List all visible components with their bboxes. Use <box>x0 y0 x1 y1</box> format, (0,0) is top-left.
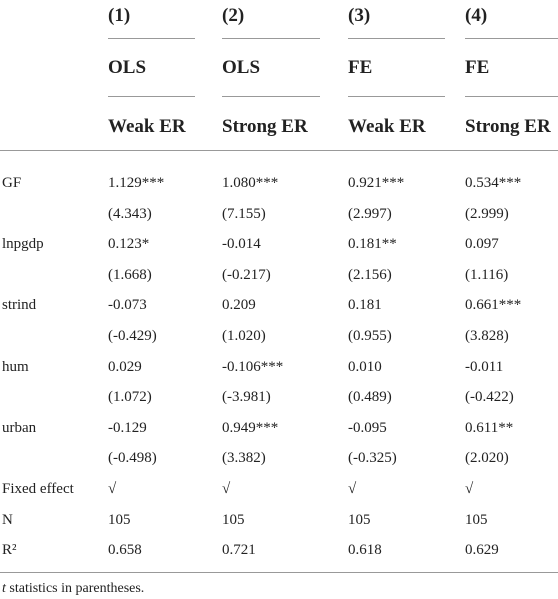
stat-value: 105 <box>108 511 131 528</box>
column-header: (4) <box>465 5 488 26</box>
coefficient: -0.129 <box>108 419 147 436</box>
stat-value: √ <box>222 481 231 497</box>
column-header: Strong ER <box>222 116 308 137</box>
column-header: Weak ER <box>108 116 186 137</box>
column-header: Weak ER <box>348 116 426 137</box>
row-label: lnpgdp <box>2 236 44 253</box>
coefficient: -0.073 <box>108 297 147 314</box>
coefficient: 0.209 <box>222 297 256 314</box>
header-rule <box>465 38 558 39</box>
stat-value: 0.658 <box>108 542 142 559</box>
stat-value: √ <box>348 481 357 497</box>
coefficient: 0.029 <box>108 358 142 375</box>
t-statistic: (-0.498) <box>108 450 157 467</box>
stat-value: 0.721 <box>222 542 256 559</box>
coefficient: 0.181 <box>348 297 382 314</box>
t-statistic: (2.999) <box>465 205 509 222</box>
coefficient: 0.949*** <box>222 419 279 436</box>
t-statistic: (-3.981) <box>222 389 271 406</box>
coefficient: 1.129*** <box>108 175 165 191</box>
row-label: GF <box>2 175 22 191</box>
t-statistic: (7.155) <box>222 205 266 222</box>
coefficient: 0.921*** <box>348 175 405 191</box>
header-rule <box>222 96 320 97</box>
stat-value: 0.629 <box>465 542 499 559</box>
row-label: N <box>2 511 13 528</box>
row-label: Fixed effect <box>2 481 74 497</box>
note-text: statistics in parentheses. <box>9 581 145 596</box>
t-statistic: (-0.325) <box>348 450 397 467</box>
t-statistic: (-0.429) <box>108 328 157 344</box>
stat-value: 105 <box>222 511 245 528</box>
note-variable: t <box>2 581 6 596</box>
t-statistic: (1.116) <box>465 266 509 283</box>
coefficient: 0.010 <box>348 358 382 375</box>
row-label: strind <box>2 297 37 314</box>
coefficient: 0.534*** <box>465 175 522 191</box>
table-rule <box>0 150 558 151</box>
column-header: FE <box>348 57 373 78</box>
coefficient: 0.181** <box>348 236 397 253</box>
coefficient: -0.095 <box>348 419 387 436</box>
coefficient: 0.611** <box>465 419 514 436</box>
stat-value: 105 <box>465 511 488 528</box>
coefficient: 0.123* <box>108 236 150 253</box>
t-statistic: (1.072) <box>108 389 152 406</box>
header-rule <box>465 96 558 97</box>
column-header: (1) <box>108 5 131 26</box>
coefficient: -0.106*** <box>222 358 284 375</box>
t-statistic: (2.997) <box>348 205 392 222</box>
t-statistic: (3.828) <box>465 328 509 344</box>
row-label: hum <box>2 358 29 375</box>
t-statistic: (-0.217) <box>222 266 271 283</box>
coefficient: 0.097 <box>465 236 499 253</box>
coefficient: -0.014 <box>222 236 261 253</box>
header-rule <box>222 38 320 39</box>
column-header: (2) <box>222 5 245 26</box>
header-rule <box>108 38 195 39</box>
stat-value: 105 <box>348 511 371 528</box>
column-header: OLS <box>222 57 261 78</box>
coefficient: 0.661*** <box>465 297 522 314</box>
column-header: Strong ER <box>465 116 551 137</box>
header-rule <box>108 96 195 97</box>
column-header: (3) <box>348 5 371 26</box>
t-statistic: (2.156) <box>348 266 392 283</box>
stat-value: 0.618 <box>348 542 382 559</box>
t-statistic: (1.668) <box>108 266 152 283</box>
row-label: R² <box>2 542 17 559</box>
stat-value: √ <box>108 481 117 497</box>
column-header: OLS <box>108 57 147 78</box>
t-statistic: (0.955) <box>348 328 392 344</box>
coefficient: 1.080*** <box>222 175 279 191</box>
t-statistic: (3.382) <box>222 450 266 467</box>
t-statistic: (4.343) <box>108 205 152 222</box>
t-statistic: (-0.422) <box>465 389 514 406</box>
table-note: t statistics in parentheses. <box>2 580 144 598</box>
header-rule <box>348 96 445 97</box>
table-rule <box>0 572 558 573</box>
t-statistic: (2.020) <box>465 450 509 467</box>
column-header: FE <box>465 57 490 78</box>
stat-value: √ <box>465 481 474 497</box>
coefficient: -0.011 <box>465 358 504 375</box>
t-statistic: (1.020) <box>222 328 266 344</box>
t-statistic: (0.489) <box>348 389 392 406</box>
row-label: urban <box>2 419 37 436</box>
header-rule <box>348 38 445 39</box>
